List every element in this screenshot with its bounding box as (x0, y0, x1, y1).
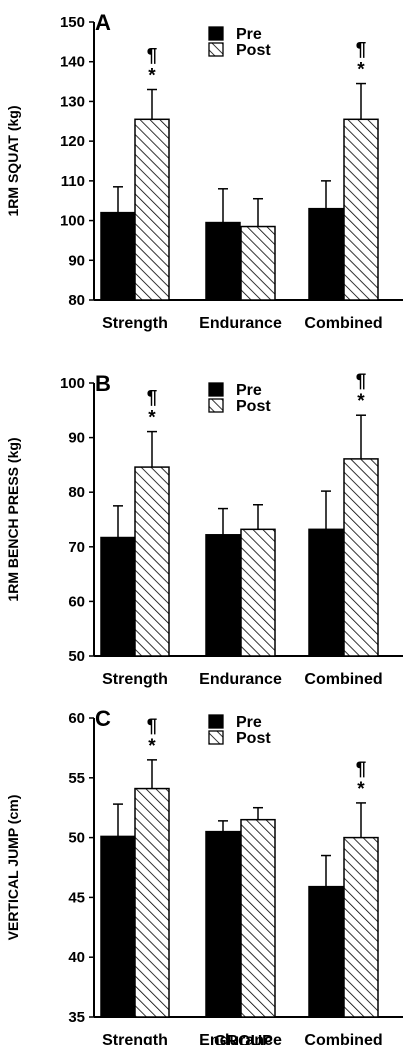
significance-asterisk: * (148, 66, 156, 87)
category-label-strength: Strength (102, 671, 168, 688)
significance-pilcrow: ¶ (147, 46, 158, 67)
significance-asterisk: * (357, 779, 365, 800)
significance-pilcrow: ¶ (356, 759, 367, 780)
y-axis-label: 1RM BENCH PRESS (kg) (5, 437, 21, 601)
y-tick-label: 60 (68, 710, 85, 727)
y-axis-label: 1RM SQUAT (kg) (5, 106, 21, 217)
legend-swatch-pre (208, 714, 224, 729)
legend-swatch-post (208, 398, 224, 413)
significance-asterisk: * (357, 60, 365, 81)
legend-swatch-pre (208, 26, 224, 41)
y-tick-label: 45 (68, 889, 85, 906)
bar-post-endurance (240, 818, 276, 1018)
bar-post-endurance (240, 528, 276, 657)
bar-pre-strength (100, 536, 136, 657)
bar-pre-combined (308, 885, 344, 1018)
y-tick-label: 50 (68, 648, 85, 665)
legend-label-pre: Pre (236, 714, 262, 731)
legend-label-post: Post (236, 398, 271, 415)
bar-post-combined (343, 118, 379, 301)
y-tick-label: 110 (61, 173, 85, 190)
panel-letter: C (95, 706, 111, 731)
y-tick-label: 40 (68, 949, 85, 966)
y-tick-label: 90 (68, 430, 85, 447)
significance-pilcrow: ¶ (356, 40, 367, 61)
y-tick-label: 100 (60, 375, 85, 392)
legend-swatch-pre (208, 382, 224, 397)
legend-label-pre: Pre (236, 382, 262, 399)
significance-asterisk: * (357, 391, 365, 412)
panel-letter: A (95, 10, 111, 35)
significance-asterisk: * (148, 408, 156, 429)
bar-pre-endurance (205, 534, 241, 657)
y-axis-label: VERTICAL JUMP (cm) (5, 795, 21, 941)
bar-post-endurance (240, 225, 276, 301)
bar-pre-endurance (205, 221, 241, 301)
category-label-endurance: Endurance (199, 1032, 282, 1045)
category-label-endurance: Endurance (199, 671, 282, 688)
significance-pilcrow: ¶ (147, 388, 158, 409)
y-tick-label: 90 (68, 252, 85, 269)
y-tick-label: 80 (68, 484, 85, 501)
category-label-combined: Combined (304, 671, 382, 688)
y-tick-label: 70 (68, 539, 85, 556)
bar-pre-strength (100, 211, 136, 301)
category-label-combined: Combined (304, 1032, 382, 1045)
significance-pilcrow: ¶ (356, 371, 367, 392)
y-tick-label: 35 (68, 1009, 85, 1026)
panel-letter: B (95, 371, 111, 396)
bar-pre-endurance (205, 830, 241, 1018)
category-label-strength: Strength (102, 1032, 168, 1045)
bar-post-strength (134, 466, 170, 657)
bar-pre-combined (308, 207, 344, 301)
legend-label-post: Post (236, 730, 271, 747)
x-axis-label: GROUP (214, 1033, 273, 1045)
y-tick-label: 50 (68, 830, 85, 847)
y-tick-label: 55 (68, 770, 85, 787)
category-label-combined: Combined (304, 315, 382, 332)
significance-asterisk: * (148, 736, 156, 757)
y-tick-label: 120 (60, 133, 85, 150)
y-tick-label: 60 (68, 593, 85, 610)
y-tick-label: 140 (60, 54, 85, 71)
significance-pilcrow: ¶ (147, 716, 158, 737)
y-tick-label: 150 (60, 14, 85, 31)
y-tick-label: 100 (60, 213, 85, 230)
legend-label-post: Post (236, 42, 271, 59)
category-label-endurance: Endurance (199, 315, 282, 332)
bar-post-combined (343, 836, 379, 1018)
y-tick-label: 80 (68, 292, 85, 309)
legend-label-pre: Pre (236, 26, 262, 43)
y-tick-label: 130 (60, 93, 85, 110)
legend-swatch-post (208, 730, 224, 745)
legend-swatch-post (208, 42, 224, 57)
category-label-strength: Strength (102, 315, 168, 332)
bar-post-combined (343, 458, 379, 657)
bar-post-strength (134, 118, 170, 301)
bar-pre-strength (100, 835, 136, 1018)
bar-pre-combined (308, 528, 344, 657)
bar-post-strength (134, 787, 170, 1018)
